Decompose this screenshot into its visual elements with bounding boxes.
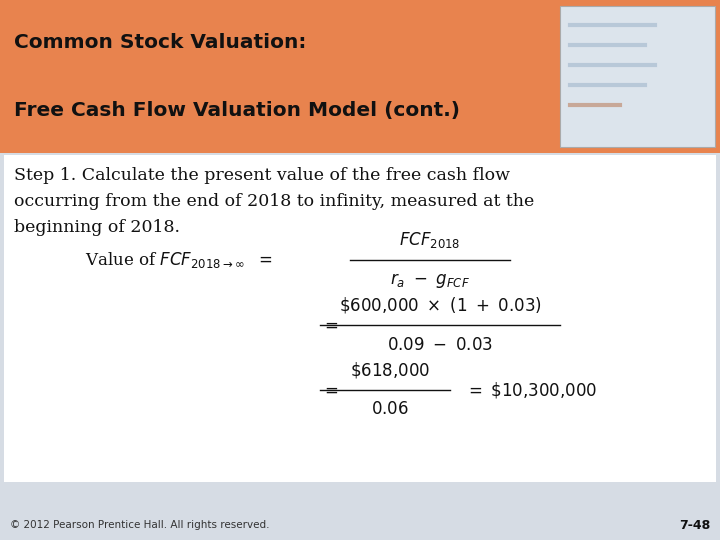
Bar	[0, 482, 720, 540]
Bar	[0, 0, 720, 153]
Text: $0.06$: $0.06$	[371, 402, 409, 418]
Text: $\mathit{r}_a\ -\ \mathit{g}_{FCF}$: $\mathit{r}_a\ -\ \mathit{g}_{FCF}$	[390, 271, 470, 289]
Bar	[560, 6, 715, 147]
Text: $=$: $=$	[321, 316, 338, 334]
Text: Common Stock Valuation:: Common Stock Valuation:	[14, 33, 307, 52]
Text: Free Cash Flow Valuation Model (cont.): Free Cash Flow Valuation Model (cont.)	[14, 100, 460, 120]
Text: beginning of 2018.: beginning of 2018.	[14, 219, 180, 235]
Text: 7-48: 7-48	[679, 519, 710, 532]
Text: $0.09\ -\ 0.03$: $0.09\ -\ 0.03$	[387, 336, 493, 354]
Text: Step 1. Calculate the present value of the free cash flow: Step 1. Calculate the present value of t…	[14, 166, 510, 184]
Bar	[4, 155, 716, 509]
Text: $=\ \$10{,}300{,}000$: $=\ \$10{,}300{,}000$	[465, 380, 598, 400]
Text: © 2012 Pearson Prentice Hall. All rights reserved.: © 2012 Pearson Prentice Hall. All rights…	[10, 521, 269, 530]
Text: occurring from the end of 2018 to infinity, measured at the: occurring from the end of 2018 to infini…	[14, 192, 534, 210]
Text: $\$600{,}000\ \times\ (1\ +\ 0.03)$: $\$600{,}000\ \times\ (1\ +\ 0.03)$	[338, 295, 541, 315]
Text: $=$: $=$	[321, 381, 338, 399]
Text: $\$618{,}000$: $\$618{,}000$	[350, 360, 430, 380]
Text: $\mathit{FCF}_{2018}$: $\mathit{FCF}_{2018}$	[400, 230, 461, 250]
Text: Value of $\mathit{FCF}_{2018\rightarrow\infty}$  $=$: Value of $\mathit{FCF}_{2018\rightarrow\…	[85, 250, 272, 270]
